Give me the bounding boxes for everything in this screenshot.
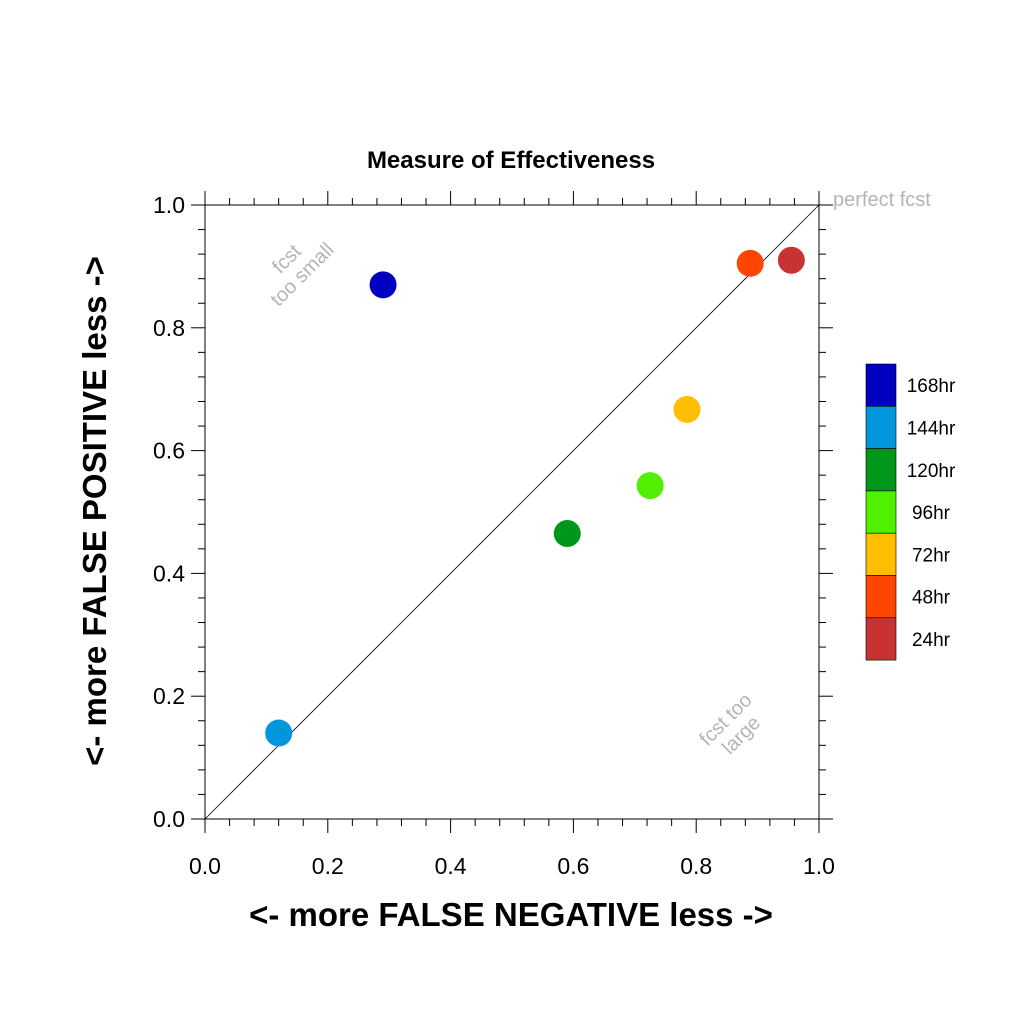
plot-area: perfect fcst 0.0 0.2 0.4 0.6 0.8 1.0 0.0 0.2 0.4 0…: [153, 189, 931, 879]
x-axis-title: <- more FALSE NEGATIVE less ->: [249, 896, 773, 933]
y-tick-label: 0.2: [153, 683, 185, 709]
chart-title: Measure of Effectiveness: [367, 147, 655, 174]
region-annotation-text: too small: [266, 239, 338, 311]
legend-label-144hr: 144hr: [907, 418, 956, 439]
legend-label-168hr: 168hr: [907, 376, 956, 397]
legend: 168hr 144hr 120hr 96hr 72hr 48hr 24hr: [865, 363, 956, 661]
y-axis-title: <- more FALSE POSITIVE less ->: [76, 256, 113, 766]
data-point-168hr: [369, 271, 397, 299]
legend-label-96hr: 96hr: [912, 503, 951, 524]
data-point-24hr: [777, 246, 805, 274]
x-tick-label: 0.8: [680, 853, 712, 879]
data-point-48hr: [736, 249, 764, 277]
x-tick-label: 1.0: [803, 853, 835, 879]
legend-label-24hr: 24hr: [912, 630, 951, 651]
legend-swatch-96hr: [865, 490, 897, 534]
legend-swatch-144hr: [865, 405, 897, 449]
data-point-96hr: [636, 472, 664, 500]
plot-frame: [204, 204, 820, 820]
data-point-120hr: [553, 519, 581, 547]
data-point-72hr: [673, 395, 701, 423]
legend-label-48hr: 48hr: [912, 588, 951, 609]
x-tick-label: 0.6: [557, 853, 589, 879]
legend-label-72hr: 72hr: [912, 545, 951, 566]
y-tick-label: 0.0: [153, 806, 185, 832]
y-tick-label: 0.6: [153, 438, 185, 464]
y-tick-label: 0.4: [153, 560, 185, 586]
perfect-forecast-line: [204, 204, 820, 820]
legend-swatch-120hr: [865, 448, 897, 492]
legend-swatch-72hr: [865, 532, 897, 576]
legend-swatch-24hr: [865, 617, 897, 661]
y-tick-label: 0.8: [153, 315, 185, 341]
data-point-144hr: [265, 719, 293, 747]
x-tick-label: 0.2: [312, 853, 344, 879]
legend-swatch-168hr: [865, 363, 897, 407]
legend-label-120hr: 120hr: [907, 461, 956, 482]
x-tick-label: 0.4: [435, 853, 467, 879]
perfect-forecast-label: perfect fcst: [833, 189, 931, 211]
x-tick-label: 0.0: [189, 853, 221, 879]
y-tick-label: 1.0: [153, 192, 185, 218]
legend-swatch-48hr: [865, 575, 897, 619]
